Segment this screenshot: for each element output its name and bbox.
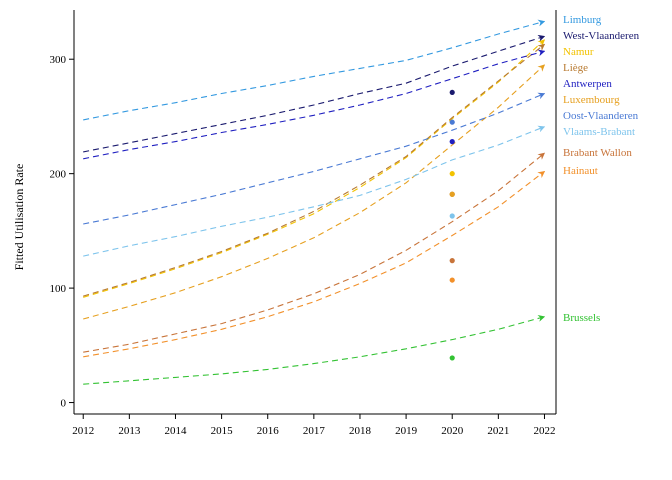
- observed-points: [449, 89, 455, 361]
- series-label: Vlaams-Brabant: [563, 126, 635, 138]
- series-label: Limburg: [563, 14, 602, 26]
- series-line: [83, 92, 546, 225]
- axes: 0 100 200 300 2012 2013 2014 2015 2016 2017 2018 20…: [50, 10, 557, 437]
- series-label: Luxembourg: [563, 94, 620, 106]
- x-tick-label: 2019: [395, 425, 418, 437]
- series-label: Oost-Vlaanderen: [563, 110, 639, 122]
- series-line: [83, 34, 546, 153]
- observed-point: [449, 277, 455, 283]
- x-tick-label: 2014: [164, 425, 187, 437]
- observed-point: [449, 139, 455, 145]
- series-line: [83, 39, 546, 298]
- series-line: [83, 125, 546, 257]
- series-line: [83, 19, 546, 121]
- x-tick-label: 2013: [118, 425, 141, 437]
- y-axis-label: Fitted Utilisation Rate: [12, 164, 26, 271]
- observed-point: [449, 191, 455, 197]
- series-line: [83, 314, 546, 385]
- series-line: [83, 64, 546, 320]
- series-label: Hainaut: [563, 165, 598, 177]
- series-line: [83, 152, 546, 353]
- x-tick-label: 2012: [72, 425, 94, 437]
- x-tick-label: 2021: [487, 425, 509, 437]
- x-tick-label: 2020: [441, 425, 464, 437]
- y-tick-label: 0: [61, 398, 67, 410]
- series-line: [83, 43, 546, 297]
- y-tick-label: 300: [50, 54, 67, 66]
- observed-point: [449, 355, 455, 361]
- series-label: Brabant Wallon: [563, 147, 632, 159]
- series-label: Liège: [563, 62, 588, 74]
- series-line: [83, 170, 546, 358]
- series-line: [83, 49, 546, 160]
- series-lines: [83, 19, 546, 385]
- series-labels: Limburg West-Vlaanderen Namur Liège Antwerpe…: [563, 14, 640, 324]
- observed-point: [449, 258, 455, 264]
- y-tick-label: 200: [50, 169, 67, 181]
- observed-point: [449, 89, 455, 96]
- series-label: West-Vlaanderen: [563, 30, 640, 42]
- x-tick-label: 2018: [349, 425, 372, 437]
- observed-point: [449, 119, 455, 125]
- series-label: Antwerpen: [563, 78, 612, 90]
- observed-point: [449, 213, 455, 219]
- series-label: Brussels: [563, 312, 600, 324]
- y-tick-label: 100: [50, 283, 67, 295]
- x-tick-label: 2017: [303, 425, 326, 437]
- x-tick-label: 2015: [211, 425, 234, 437]
- x-tick-label: 2022: [533, 425, 555, 437]
- x-tick-label: 2016: [257, 425, 280, 437]
- series-label: Namur: [563, 46, 594, 58]
- observed-point: [449, 171, 455, 177]
